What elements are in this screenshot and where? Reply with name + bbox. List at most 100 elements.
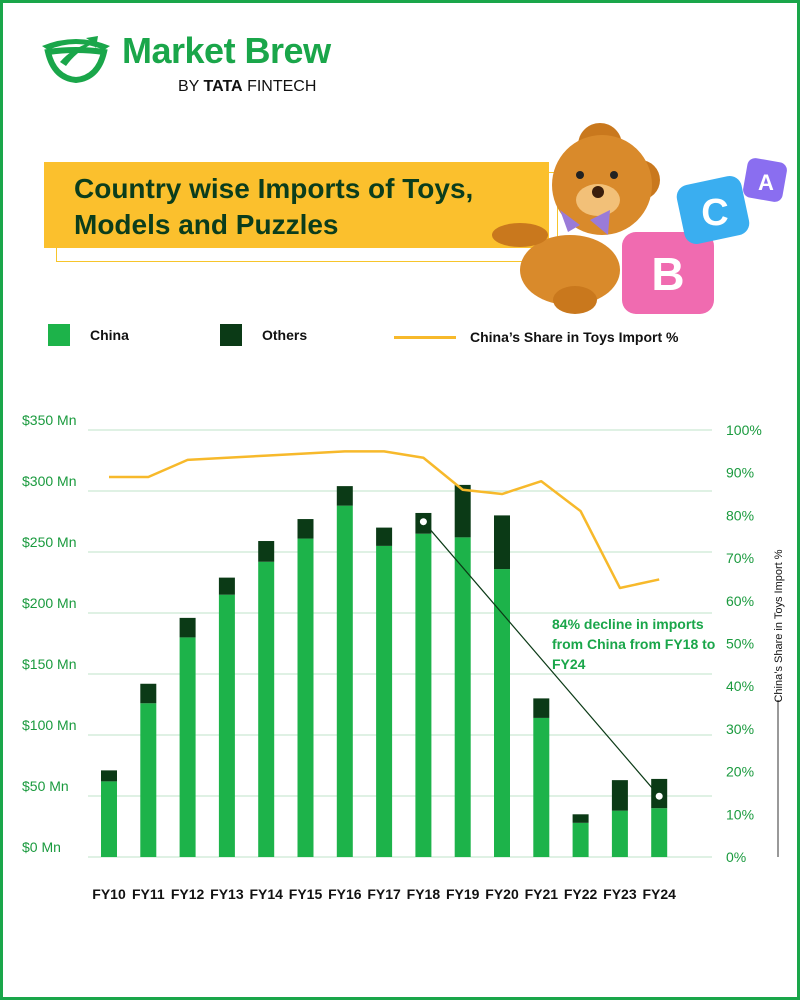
bar-china [140,703,157,857]
y-axis-left: $0 Mn $50 Mn $100 Mn $150 Mn $200 Mn $250 Mn $… [22,412,76,855]
y-right-tick-label: 30% [726,721,754,737]
bar-china [218,594,235,857]
x-tick-label: FY11 [132,886,165,902]
y-right-tick-label: 0% [726,849,746,865]
y-right-tick-label: 70% [726,550,754,566]
title-banner: Country wise Imports of Toys, Models and… [44,162,549,248]
bar-others [533,698,550,718]
bar-others [101,770,117,782]
bar-others [572,814,589,823]
block-b-icon: B [622,232,714,314]
bar-china [651,808,668,857]
y-right-tick-label: 40% [726,678,754,694]
bar-others [376,527,393,546]
x-tick-label: FY15 [289,886,323,902]
trend-line [422,521,660,797]
x-tick-label: FY21 [525,886,559,902]
legend-share-swatch [394,336,456,339]
bar-others [258,541,275,562]
y-axis-right-title: China’s Share in Toys Import % [773,549,785,702]
y-right-tick-label: 20% [726,764,754,780]
bar-china [533,717,550,857]
y-tick-label: $300 Mn [22,473,76,489]
teddy-bear-icon [492,123,660,314]
bar-others [454,484,471,538]
bar-others [297,519,314,539]
x-tick-label: FY20 [485,886,519,902]
y-right-tick-label: 10% [726,806,754,822]
svg-text:B: B [651,248,684,300]
legend-china-swatch [48,324,70,346]
x-tick-label: FY14 [249,886,283,902]
imports-chart: $0 Mn $50 Mn $100 Mn $150 Mn $200 Mn $250 Mn $… [22,412,785,902]
bar-china [494,569,510,857]
trend-end-dot [655,792,663,800]
x-tick-label: FY24 [642,886,676,902]
y-right-tick-label: 80% [726,507,754,523]
byline-by: BY [178,78,200,95]
bar-china [415,533,432,857]
bar-china [101,781,117,857]
bars [101,484,668,857]
bar-china [454,537,471,857]
bar-others [218,577,235,595]
x-tick-label: FY13 [210,886,244,902]
bar-others [336,486,353,506]
trend-start-dot [419,518,427,526]
x-tick-label: FY17 [367,886,401,902]
y-right-tick-label: 90% [726,465,754,481]
bar-china [376,545,393,857]
legend-share-label: China’s Share in Toys Import % [470,329,679,345]
svg-text:A: A [758,170,774,195]
legend-others-label: Others [262,327,308,343]
chart-annotation: 84% decline in imports from China from F… [552,616,716,672]
brand-byline: BY TATA FINTECH [178,78,316,96]
y-right-tick-label: 100% [726,422,762,438]
x-tick-label: FY22 [564,886,598,902]
bar-china [258,561,275,857]
x-tick-label: FY10 [92,886,126,902]
y-right-tick-label: 50% [726,636,754,652]
byline-company: FINTECH [247,78,317,95]
trend-group [419,518,663,800]
y-tick-label: $50 Mn [22,778,69,794]
x-axis: FY10 FY11 FY12 FY13 FY14 FY15 FY16 FY17 FY18 FY19… [92,886,676,902]
y-tick-label: $100 Mn [22,717,76,733]
bar-china [336,505,353,857]
byline-company-bold: TATA [203,78,243,95]
x-tick-label: FY19 [446,886,480,902]
bar-china [179,637,196,857]
teddy-blocks-illustration: B C A [492,123,787,314]
block-a-icon: A [743,158,787,202]
brand-name: Market Brew [122,30,331,71]
share-line [109,450,660,590]
bar-others [611,780,628,811]
bar-china [611,810,628,857]
bar-others [179,617,196,638]
y-right-tick-label: 60% [726,593,754,609]
y-axis-right-title-group: China’s Share in Toys Import % [773,549,785,857]
cup-leaf-icon [42,36,110,84]
block-c-icon: C [676,176,750,244]
y-tick-label: $0 Mn [22,839,61,855]
x-tick-label: FY12 [171,886,205,902]
y-tick-label: $350 Mn [22,412,76,428]
bar-others [140,683,157,704]
brand-logo: Market Brew BY TATA FINTECH [36,24,356,104]
legend-others-swatch [220,324,242,346]
legend-china-label: China [90,327,129,343]
y-tick-label: $150 Mn [22,656,76,672]
y-tick-label: $200 Mn [22,595,76,611]
y-tick-label: $250 Mn [22,534,76,550]
bar-others [494,515,510,570]
page-title: Country wise Imports of Toys, Models and… [74,173,474,240]
svg-text:C: C [701,192,728,234]
x-tick-label: FY23 [603,886,637,902]
y-axis-right: 0% 10% 20% 30% 40% 50% 60% 70% 80% 90% 100% [726,422,762,865]
share-line-group [109,450,660,590]
x-tick-label: FY16 [328,886,362,902]
x-tick-label: FY18 [407,886,441,902]
bar-china [572,822,589,857]
bar-china [297,538,314,857]
